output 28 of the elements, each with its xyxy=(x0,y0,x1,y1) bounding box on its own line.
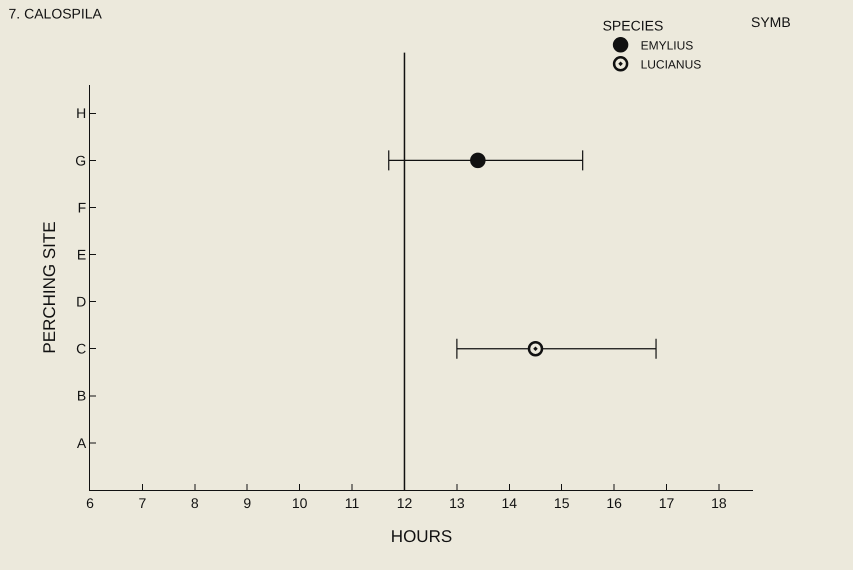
x-tick-label: 17 xyxy=(658,494,675,511)
y-tick-label: E xyxy=(76,246,86,262)
x-axis-title: HOURS xyxy=(390,527,452,546)
x-tick-label: 13 xyxy=(449,494,465,511)
y-tick-label: G xyxy=(75,152,86,168)
y-tick-label: H xyxy=(76,105,86,122)
x-tick-label: 7 xyxy=(138,494,147,511)
x-tick-label: 18 xyxy=(711,494,727,511)
y-tick-label: D xyxy=(76,294,86,310)
x-tick-label: 9 xyxy=(243,494,252,511)
x-tick-label: 6 xyxy=(86,494,94,511)
legend-label: LUCIANUS xyxy=(640,57,702,72)
x-tick-label: 8 xyxy=(190,494,199,511)
y-tick-label: A xyxy=(76,434,87,451)
x-tick-label: 10 xyxy=(292,494,308,511)
x-tick-label: 11 xyxy=(344,494,360,511)
text: SYMB xyxy=(751,14,791,30)
legend-title: SPECIES xyxy=(602,17,664,34)
y-axis-title: PERCHING SITE xyxy=(40,221,59,354)
x-tick-label: 14 xyxy=(502,494,518,511)
chart-title: 7. CALOSPILA xyxy=(8,5,103,22)
legend-label: EMYLIUS xyxy=(640,38,694,52)
y-tick-label: B xyxy=(76,388,86,404)
x-tick-label: 15 xyxy=(554,494,570,511)
y-tick-label: F xyxy=(78,199,86,216)
y-tick-label: C xyxy=(76,340,86,357)
x-tick-label: 16 xyxy=(606,494,622,511)
x-tick-label: 12 xyxy=(396,494,412,511)
